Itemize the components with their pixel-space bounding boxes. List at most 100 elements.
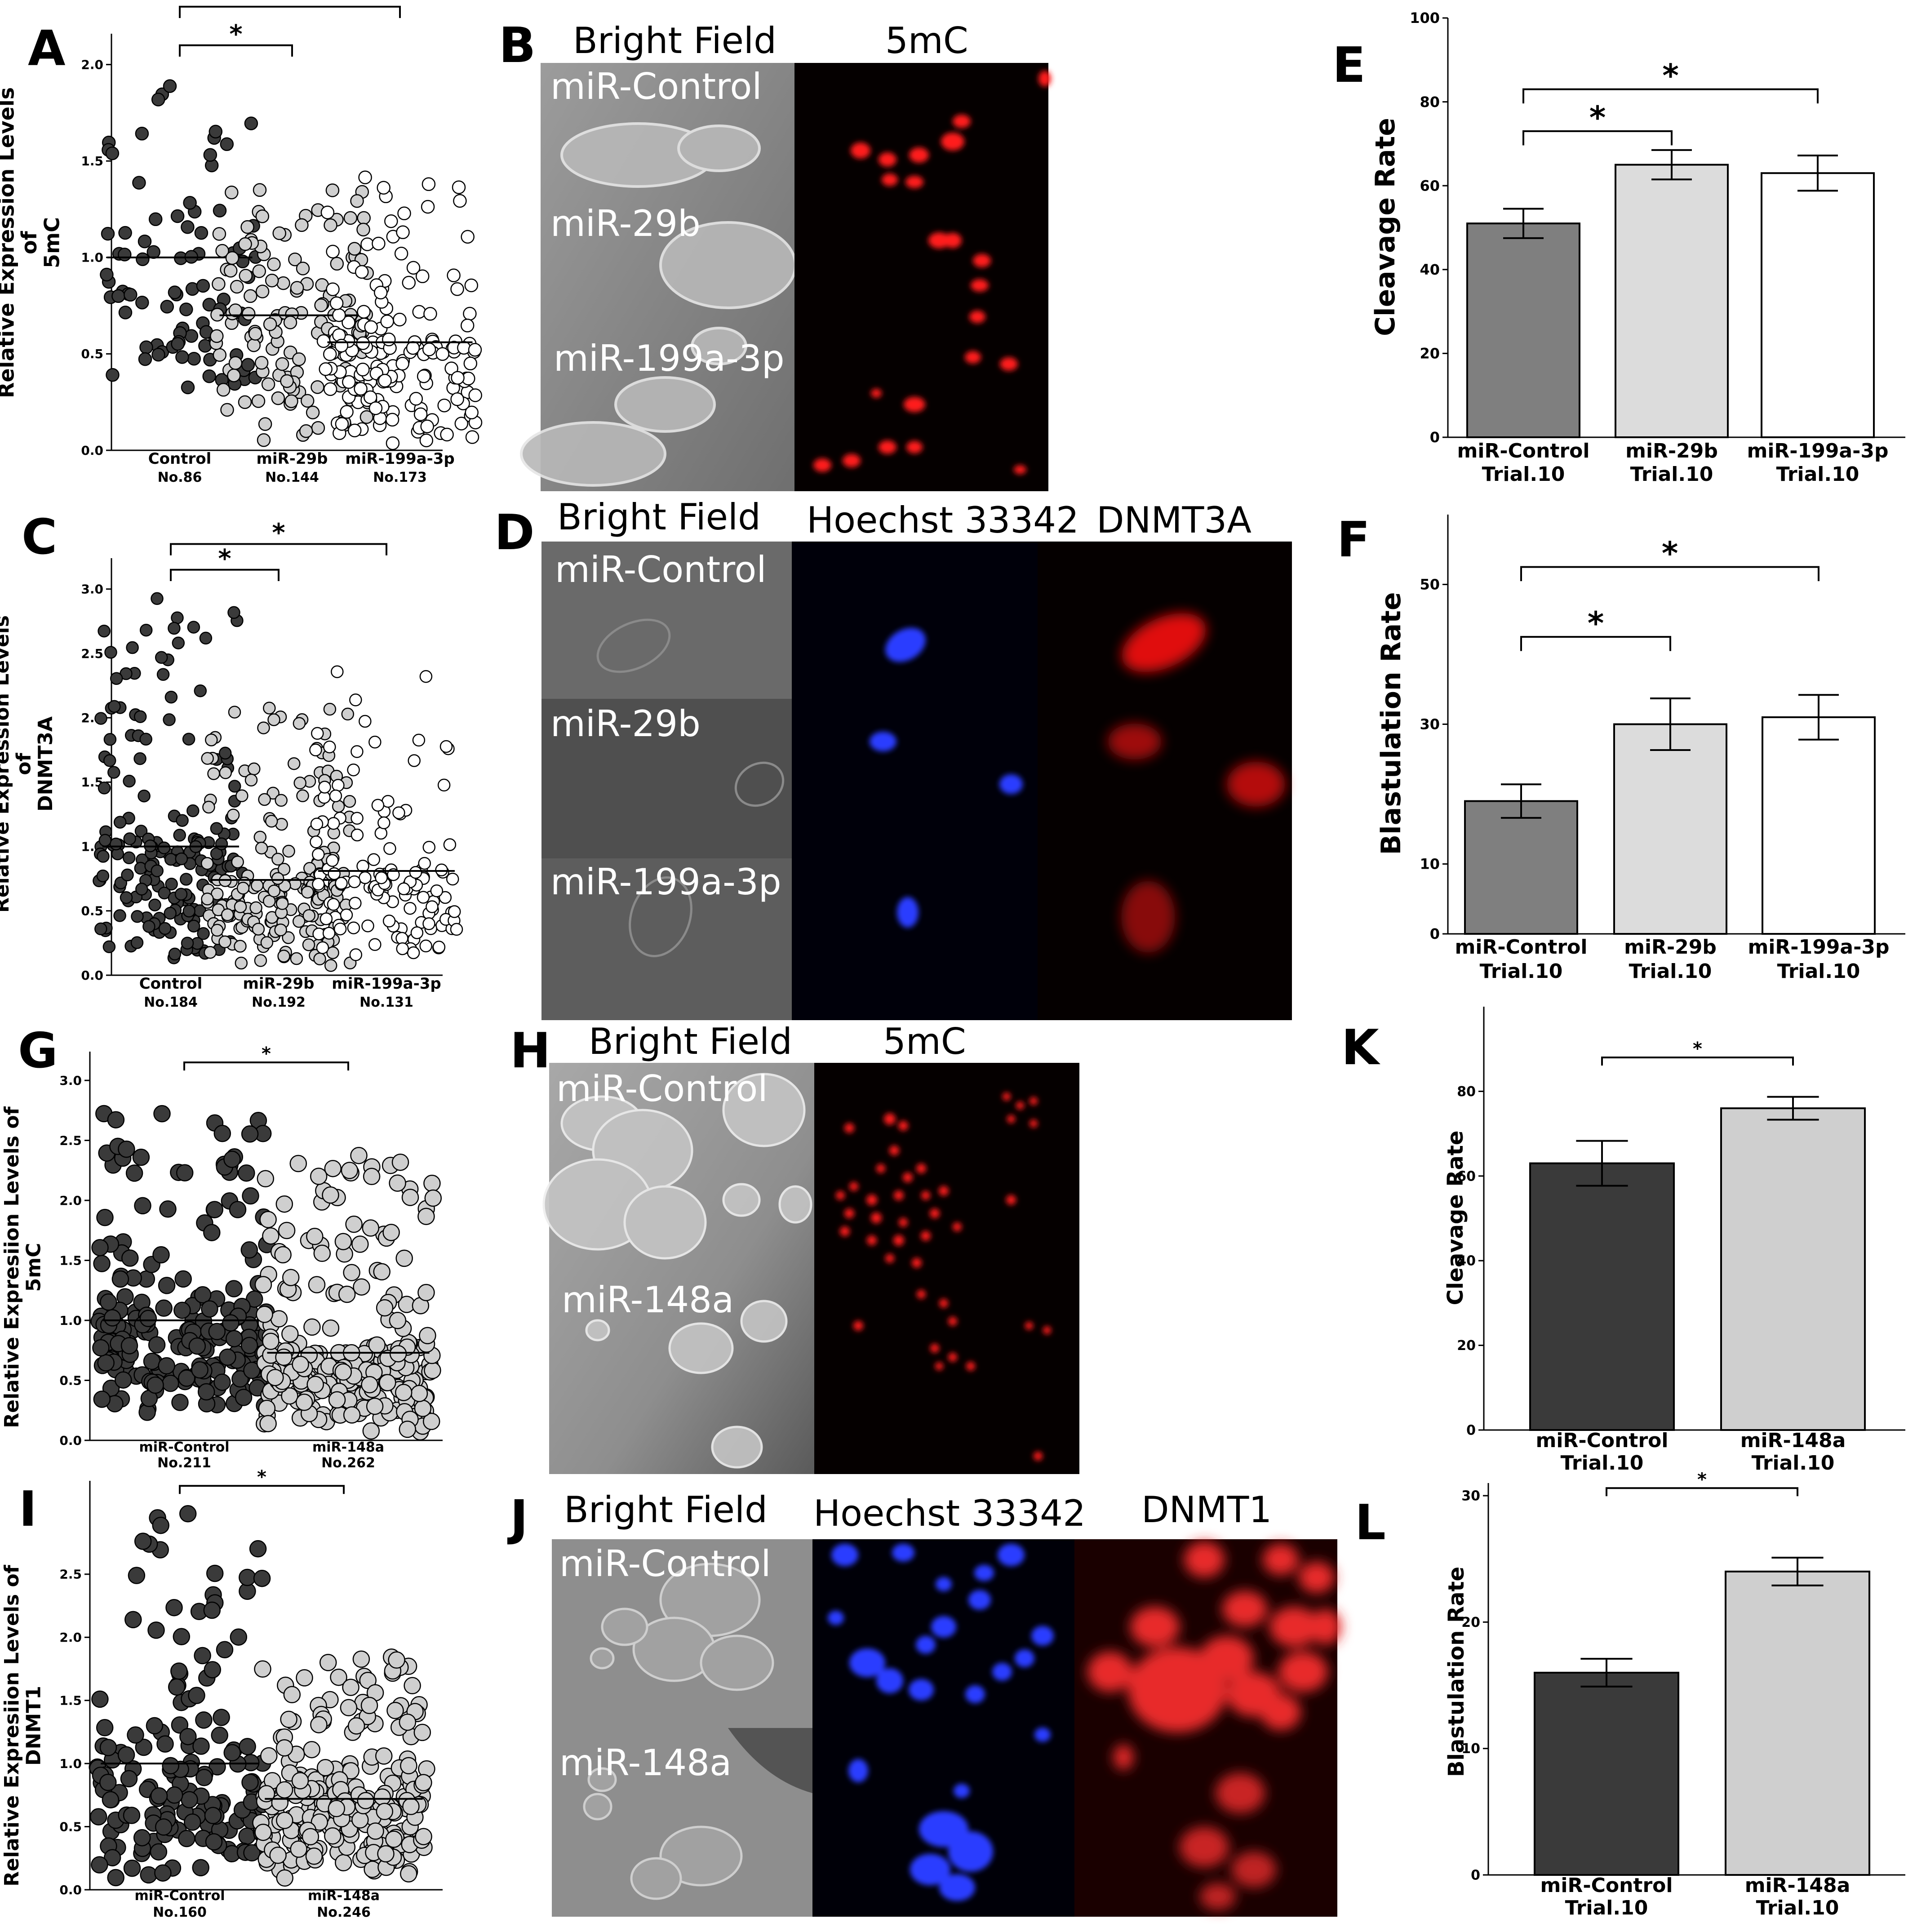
scatter-point [171, 1394, 189, 1411]
scatter-point [212, 277, 226, 291]
scatter-point [259, 1415, 277, 1432]
scatter-point [105, 146, 120, 160]
scatter-point [123, 1859, 141, 1877]
panel-h-row-mir-control: miR-Control [556, 1068, 768, 1110]
scatter-point [155, 1299, 173, 1317]
scatter-point [270, 1310, 288, 1328]
scatter-point [236, 882, 250, 895]
scatter-point [104, 646, 117, 659]
scatter-point [275, 1739, 293, 1757]
panel-j-row-mir-control: miR-Control [559, 1543, 771, 1585]
x-category-label: miR-Control [1540, 1874, 1673, 1897]
scatter-point [263, 317, 277, 331]
x-category-sublabel: Trial.10 [1480, 960, 1563, 983]
scatter-point [127, 1726, 144, 1744]
scatter-point [384, 214, 398, 228]
scatter-point [350, 194, 364, 208]
scatter-point [432, 941, 446, 954]
scatter-point [276, 1812, 293, 1829]
panel-label-j: J [507, 1490, 528, 1546]
scatter-group-control [100, 79, 263, 395]
panel-b-brightfield-embryos [520, 122, 797, 487]
scatter-point [450, 392, 464, 406]
scatter-point [223, 264, 238, 278]
scatter-point [327, 898, 340, 911]
scatter-point [262, 1332, 280, 1350]
panel-d-row-mir-29b: miR-29b [550, 703, 701, 745]
scatter-point [229, 1201, 247, 1218]
scatter-point [244, 116, 258, 130]
panel-d-row-mir-control: miR-Control [555, 549, 767, 591]
scatter-point [323, 382, 337, 396]
scatter-point [135, 127, 149, 141]
scatter-point [257, 1170, 275, 1188]
scatter-point [296, 262, 310, 275]
scatter-point [176, 814, 189, 827]
scatter-point [107, 1869, 124, 1887]
x-category-label: miR-199a-3p [1747, 440, 1889, 462]
scatter-point [415, 1774, 432, 1791]
image-panel-h: Bright Field 5mC miR-C [542, 1021, 1079, 1474]
scatter-point [225, 251, 240, 265]
scatter-point [204, 1661, 222, 1679]
scatter-point [306, 1228, 324, 1245]
scatter-point [249, 327, 262, 341]
scatter-point [150, 1843, 168, 1861]
x-category-sublabel: Trial.10 [1777, 960, 1860, 983]
scatter-point [302, 938, 315, 951]
scatter-point [179, 1505, 197, 1523]
scatter-point [255, 841, 268, 855]
scatter-point [253, 831, 267, 844]
scatter-point [385, 413, 399, 427]
scatter-point [97, 1354, 115, 1372]
scatter-point [335, 877, 348, 890]
scatter-point [378, 373, 392, 388]
scatter-point [195, 1711, 213, 1729]
scatter-point [296, 1669, 313, 1687]
panel-j-row-mir-148a: miR-148a [559, 1742, 732, 1784]
scatter-point [360, 237, 374, 251]
scatter-point [419, 670, 433, 683]
scatter-point [404, 1677, 421, 1695]
significance-bracket [1522, 88, 1819, 104]
scatter-point [347, 242, 362, 256]
scatter-point [349, 693, 362, 706]
scatter-point [209, 124, 223, 139]
scatter-point [211, 887, 224, 901]
scatter-point [376, 1299, 394, 1317]
scatter-point [328, 1800, 346, 1817]
scatter-point [170, 1662, 188, 1680]
scatter-point [417, 1208, 435, 1225]
scatter-point [313, 952, 326, 966]
x-category-sublabel: Trial.10 [1629, 960, 1712, 983]
x-category-label: miR-29b [243, 975, 314, 993]
scatter-point [280, 1710, 297, 1728]
scatter-point [126, 641, 139, 654]
scatter-point [276, 1869, 293, 1887]
scatter-point [212, 227, 226, 241]
scatter-point [368, 736, 382, 749]
scatter-point [174, 1270, 192, 1288]
scatter-point [204, 1807, 222, 1825]
bar [1529, 1162, 1675, 1431]
scatter-point [134, 825, 148, 838]
scatter-point [164, 906, 177, 920]
scatter-point [407, 946, 420, 959]
x-category-sublabel: No.131 [359, 995, 413, 1010]
scatter-point [89, 1808, 107, 1825]
scatter-point [179, 302, 193, 316]
scatter-point [188, 1687, 205, 1704]
scatter-point [291, 1772, 309, 1790]
scatter-point [399, 1421, 417, 1438]
significance-bracket [1606, 1487, 1798, 1497]
scatter-point [183, 196, 197, 210]
scatter-point [96, 1719, 114, 1737]
significance-star: * [229, 20, 242, 49]
scatter-point [324, 1827, 342, 1845]
panel-d-hoechst-image [792, 542, 1038, 1020]
scatter-point [215, 837, 228, 851]
x-category-sublabel: Trial.10 [1756, 1896, 1839, 1919]
scatter-point [299, 424, 313, 438]
scatter-point [342, 1762, 359, 1780]
